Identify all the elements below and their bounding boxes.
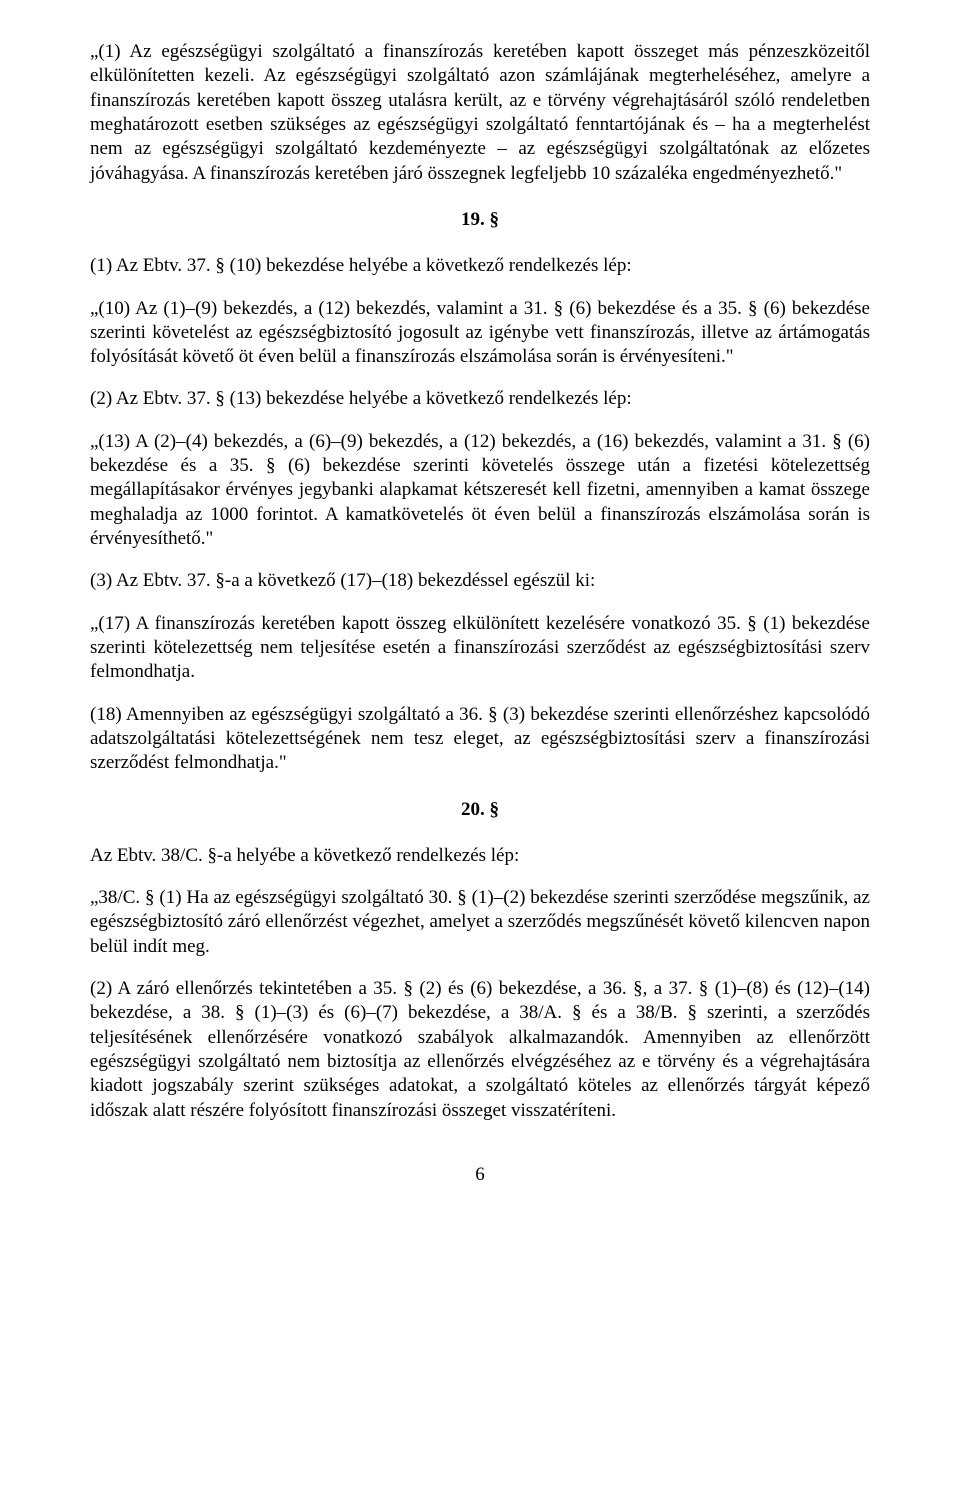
paragraph-2: (1) Az Ebtv. 37. § (10) bekezdése helyéb… — [90, 254, 870, 278]
document-page: „(1) Az egészségügyi szolgáltató a finan… — [0, 0, 960, 1237]
paragraph-11: (2) A záró ellenőrzés tekintetében a 35.… — [90, 977, 870, 1123]
section-number-19: 19. § — [90, 208, 870, 232]
paragraph-8: (18) Amennyiben az egészségügyi szolgált… — [90, 703, 870, 776]
paragraph-3: „(10) Az (1)–(9) bekezdés, a (12) bekezd… — [90, 297, 870, 370]
section-number-20: 20. § — [90, 798, 870, 822]
paragraph-4: (2) Az Ebtv. 37. § (13) bekezdése helyéb… — [90, 387, 870, 411]
page-number: 6 — [90, 1163, 870, 1187]
paragraph-1: „(1) Az egészségügyi szolgáltató a finan… — [90, 40, 870, 186]
paragraph-6: (3) Az Ebtv. 37. §-a a következő (17)–(1… — [90, 569, 870, 593]
paragraph-10: „38/C. § (1) Ha az egészségügyi szolgált… — [90, 886, 870, 959]
paragraph-5: „(13) A (2)–(4) bekezdés, a (6)–(9) beke… — [90, 430, 870, 552]
paragraph-9: Az Ebtv. 38/C. §-a helyébe a következő r… — [90, 844, 870, 868]
paragraph-7: „(17) A finanszírozás keretében kapott ö… — [90, 612, 870, 685]
